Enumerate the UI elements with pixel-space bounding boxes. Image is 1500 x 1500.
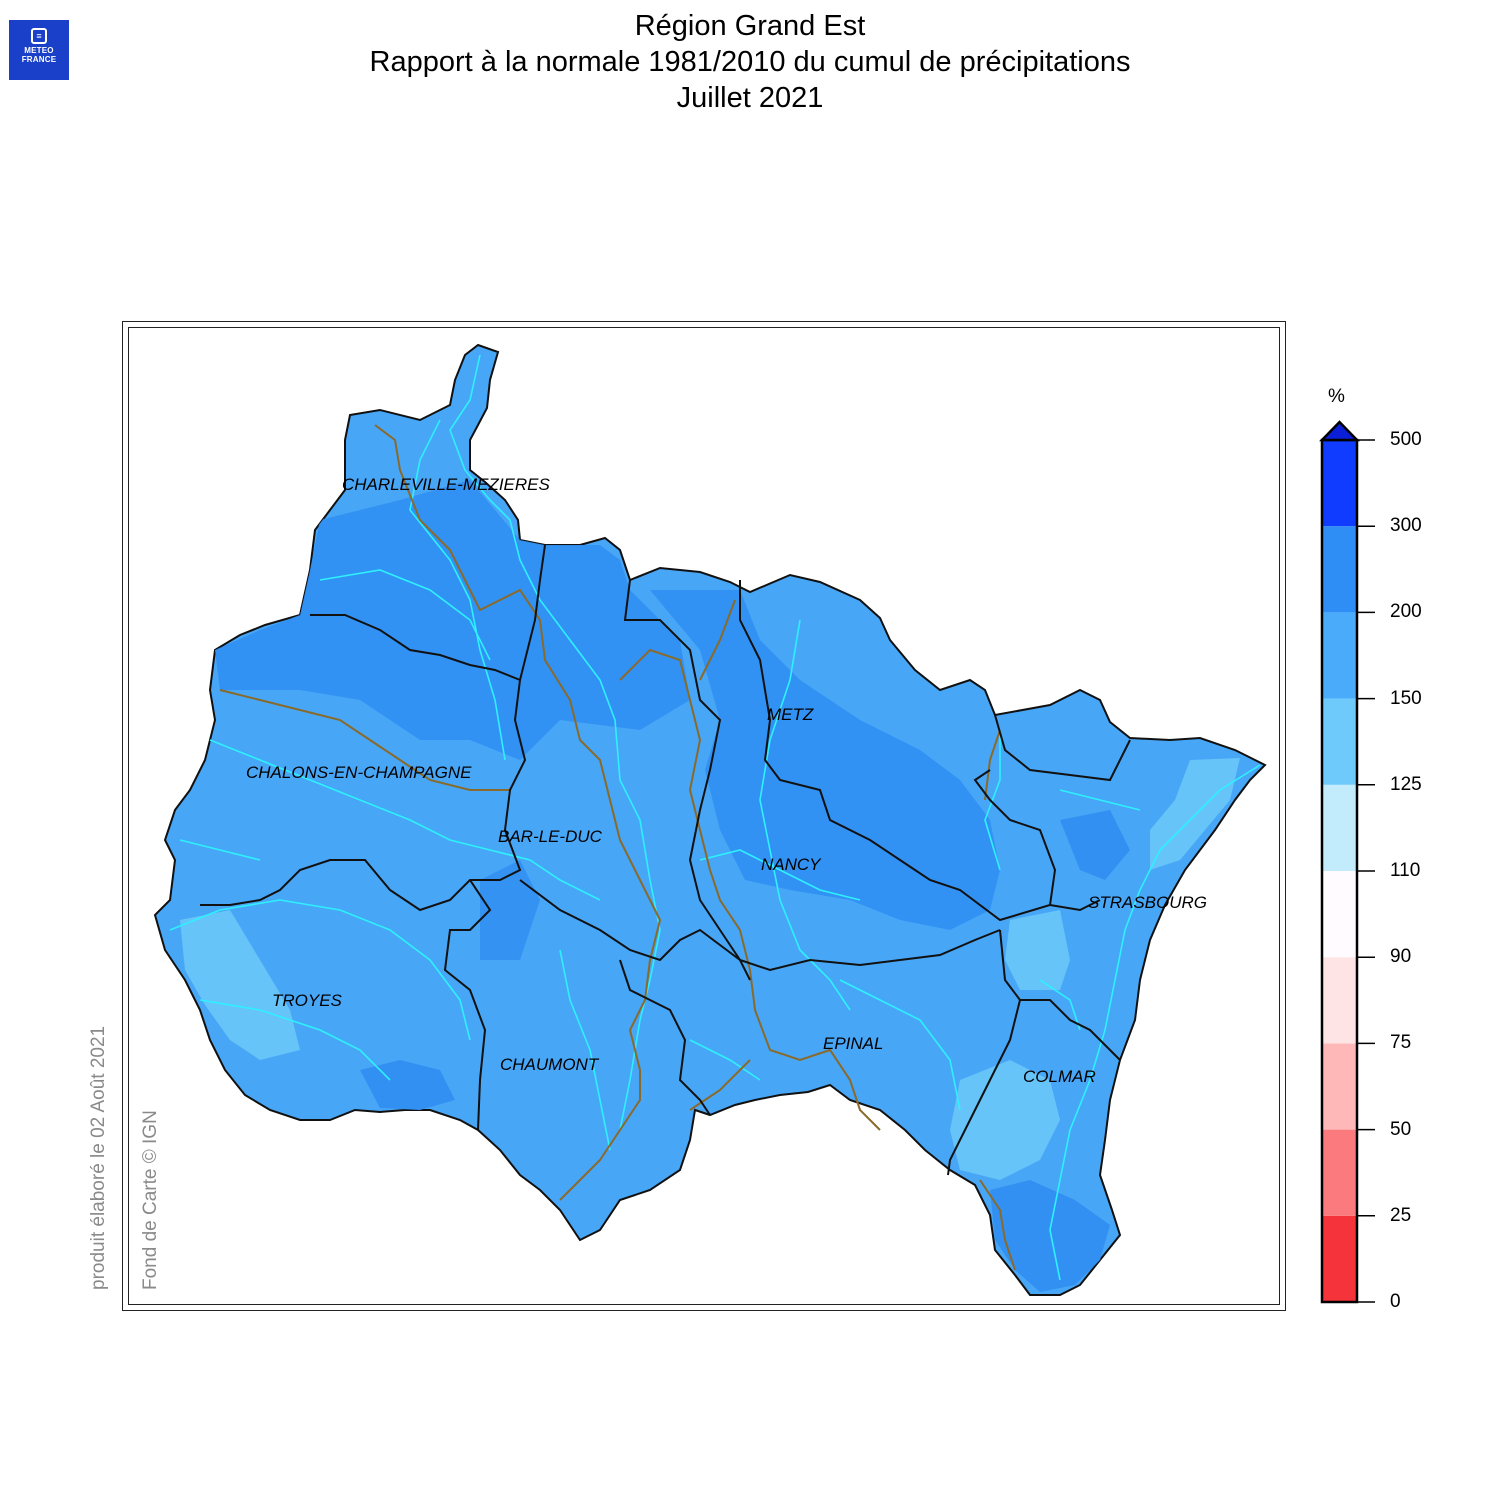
logo-icon: ≡	[31, 28, 47, 44]
legend-color-segment	[1322, 784, 1357, 871]
legend-color-segment	[1322, 1129, 1357, 1216]
logo-text-line1: METEO	[24, 46, 54, 55]
city-label: CHALONS-EN-CHAMPAGNE	[246, 763, 472, 782]
production-date-credit: produit élaboré le 02 Août 2021	[88, 1025, 109, 1290]
legend-tick-label: 50	[1390, 1118, 1412, 1140]
logo-text-line2: FRANCE	[21, 55, 57, 64]
map-frame-inner	[128, 327, 1280, 1305]
legend-tick-label: 500	[1390, 429, 1422, 450]
map-title-line3: Juillet 2021	[676, 82, 824, 114]
city-label: TROYES	[272, 991, 343, 1010]
city-label: CHARLEVILLE-MEZIERES	[342, 475, 550, 494]
legend-tick-label: 0	[1390, 1291, 1401, 1312]
legend-color-segment	[1322, 957, 1357, 1044]
meteo-france-logo: ≡ METEO FRANCE	[9, 20, 69, 80]
legend-color-segment	[1322, 526, 1357, 613]
legend-tick-label: 200	[1390, 601, 1422, 623]
legend-tick-label: 110	[1390, 860, 1421, 881]
color-scale-bar	[1319, 420, 1360, 1304]
legend-color-segment	[1322, 440, 1357, 527]
city-label: BAR-LE-DUC	[498, 827, 603, 846]
legend-color-segment	[1322, 1215, 1357, 1302]
legend-overflow-arrow-icon	[1319, 420, 1360, 442]
city-labels: CHARLEVILLE-MEZIERES METZ CHALONS-EN-CHAMP…	[246, 475, 1207, 1086]
legend-tick-label: 300	[1390, 515, 1422, 537]
map-frame-outer	[122, 321, 1286, 1311]
city-label: EPINAL	[823, 1034, 883, 1053]
map-title-line2: Rapport à la normale 1981/2010 du cumul …	[369, 46, 1131, 78]
legend-color-segment	[1322, 871, 1357, 958]
precip-shading	[180, 480, 1240, 1292]
legend-tick-label: 75	[1390, 1032, 1412, 1054]
city-label: STRASBOURG	[1088, 893, 1207, 912]
legend-color-segment	[1322, 698, 1357, 785]
legend-color-segment	[1322, 612, 1357, 699]
city-label: METZ	[767, 705, 814, 724]
city-label: COLMAR	[1023, 1067, 1096, 1086]
basin-borders	[219, 424, 1016, 1271]
legend-tick-label: 150	[1390, 687, 1422, 709]
city-label: CHAUMONT	[500, 1055, 600, 1074]
legend-unit-label: %	[1328, 386, 1345, 407]
legend-color-segment	[1322, 1043, 1357, 1130]
city-label: NANCY	[761, 855, 822, 874]
color-scale-ticks	[1357, 439, 1375, 1303]
department-borders	[200, 544, 1131, 1176]
legend-tick-label: 125	[1390, 773, 1422, 795]
legend-tick-label: 25	[1390, 1204, 1412, 1226]
map-title-line1: Région Grand Est	[634, 10, 866, 42]
legend-tick-label: 90	[1390, 946, 1412, 968]
rivers	[169, 354, 1261, 1281]
basemap-credit: Fond de Carte © IGN	[140, 1110, 161, 1290]
